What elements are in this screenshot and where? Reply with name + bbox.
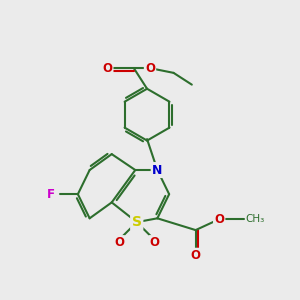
Text: CH₃: CH₃ xyxy=(246,214,265,224)
Text: S: S xyxy=(132,215,142,229)
Text: N: N xyxy=(152,164,163,176)
Text: O: O xyxy=(190,249,201,262)
Text: F: F xyxy=(47,188,56,201)
Text: O: O xyxy=(149,236,159,249)
Text: O: O xyxy=(102,61,112,75)
Text: O: O xyxy=(214,213,224,226)
Text: O: O xyxy=(145,61,155,75)
Text: O: O xyxy=(114,236,124,249)
